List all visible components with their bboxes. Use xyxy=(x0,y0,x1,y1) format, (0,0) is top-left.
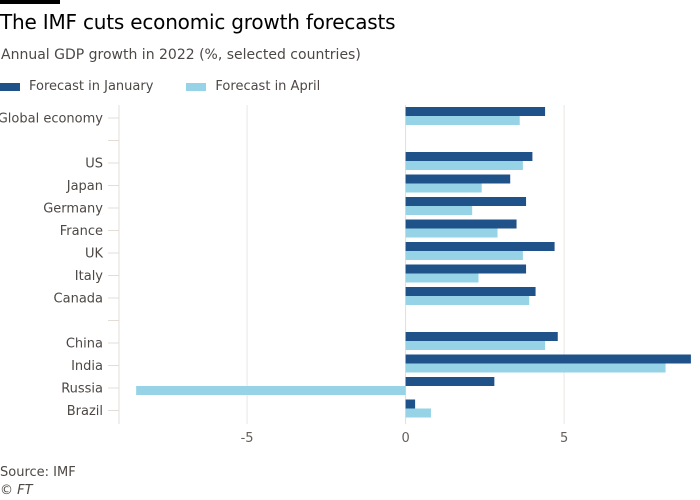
bar-april xyxy=(405,116,520,125)
bar-april xyxy=(405,183,482,193)
x-tick-label: 5 xyxy=(560,431,568,446)
bar-january xyxy=(405,107,546,116)
copyright-note: © FT xyxy=(0,483,33,498)
bar-january xyxy=(405,287,536,296)
legend-label-april: Forecast in April xyxy=(215,79,321,94)
bar-april xyxy=(405,228,498,238)
bar-april xyxy=(405,206,473,215)
x-tick-label: 0 xyxy=(401,431,409,446)
bar-april xyxy=(405,273,479,283)
category-label: Japan xyxy=(66,179,103,194)
category-label: Russia xyxy=(61,382,103,397)
bar-april xyxy=(405,363,666,373)
bar-january xyxy=(405,399,416,409)
bar-april xyxy=(405,251,523,260)
legend-swatch-january xyxy=(0,82,20,91)
legend-item-april: Forecast in April xyxy=(186,79,320,94)
legend: Forecast in January Forecast in April xyxy=(0,79,353,94)
bar-april xyxy=(136,386,406,395)
bar-april xyxy=(405,296,530,305)
bar-january xyxy=(405,152,533,161)
category-label: Global economy xyxy=(0,112,103,127)
category-label: US xyxy=(85,157,103,172)
category-label: Italy xyxy=(75,269,104,284)
bar-january xyxy=(405,197,527,206)
bar-january xyxy=(405,264,527,274)
chart-title: The IMF cuts economic growth forecasts xyxy=(0,10,396,34)
category-label: China xyxy=(66,337,103,352)
category-label: France xyxy=(60,224,103,239)
ft-brand-bar xyxy=(0,0,60,4)
x-tick-label: -5 xyxy=(241,431,254,446)
bar-january xyxy=(405,174,511,184)
legend-item-january: Forecast in January xyxy=(0,79,153,94)
bar-april xyxy=(405,161,523,170)
bar-april xyxy=(405,341,546,350)
category-label: Canada xyxy=(54,292,103,307)
legend-swatch-april xyxy=(186,82,207,91)
category-label: UK xyxy=(85,247,104,262)
bar-april xyxy=(405,408,431,418)
chart-subtitle: Annual GDP growth in 2022 (%, selected c… xyxy=(1,47,361,63)
category-label: Germany xyxy=(43,202,103,217)
legend-label-january: Forecast in January xyxy=(29,79,154,94)
bar-january xyxy=(405,219,517,229)
category-label: Brazil xyxy=(67,404,103,419)
source-note: Source: IMF xyxy=(0,465,76,480)
category-label: India xyxy=(71,359,103,374)
bar-january xyxy=(405,354,691,364)
bar-january xyxy=(405,377,495,386)
bar-january xyxy=(405,242,555,251)
bar-january xyxy=(405,332,558,341)
